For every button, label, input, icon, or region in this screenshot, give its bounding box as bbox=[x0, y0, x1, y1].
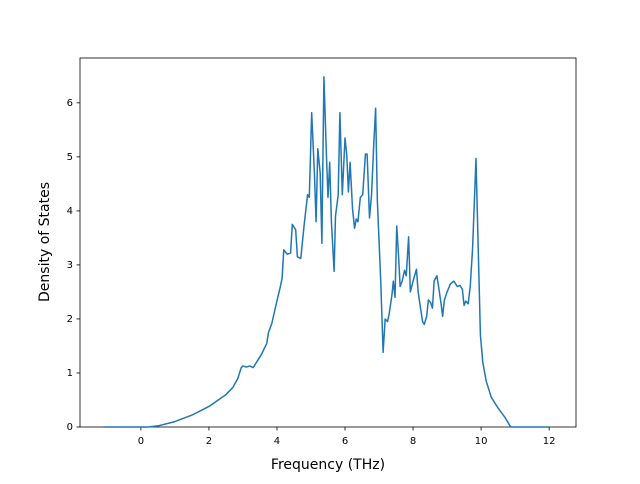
x-tick-label: 0 bbox=[138, 436, 144, 447]
x-tick-label: 12 bbox=[543, 436, 556, 447]
y-tick-label: 6 bbox=[67, 98, 73, 109]
dos-line bbox=[103, 76, 550, 428]
y-tick-label: 5 bbox=[67, 152, 73, 163]
x-tick-label: 10 bbox=[475, 436, 488, 447]
y-tick-label: 4 bbox=[67, 206, 73, 217]
x-tick-label: 8 bbox=[410, 436, 416, 447]
y-tick-label: 1 bbox=[67, 368, 73, 379]
x-tick-label: 6 bbox=[342, 436, 348, 447]
x-tick-label: 4 bbox=[274, 436, 280, 447]
x-tick-label: 2 bbox=[206, 436, 212, 447]
y-tick-label: 3 bbox=[67, 260, 73, 271]
x-axis-label: Frequency (THz) bbox=[271, 457, 385, 473]
y-tick-label: 2 bbox=[67, 314, 73, 325]
y-axis-label: Density of States bbox=[37, 182, 53, 302]
y-tick-label: 0 bbox=[67, 422, 73, 433]
plot-frame bbox=[79, 57, 577, 428]
